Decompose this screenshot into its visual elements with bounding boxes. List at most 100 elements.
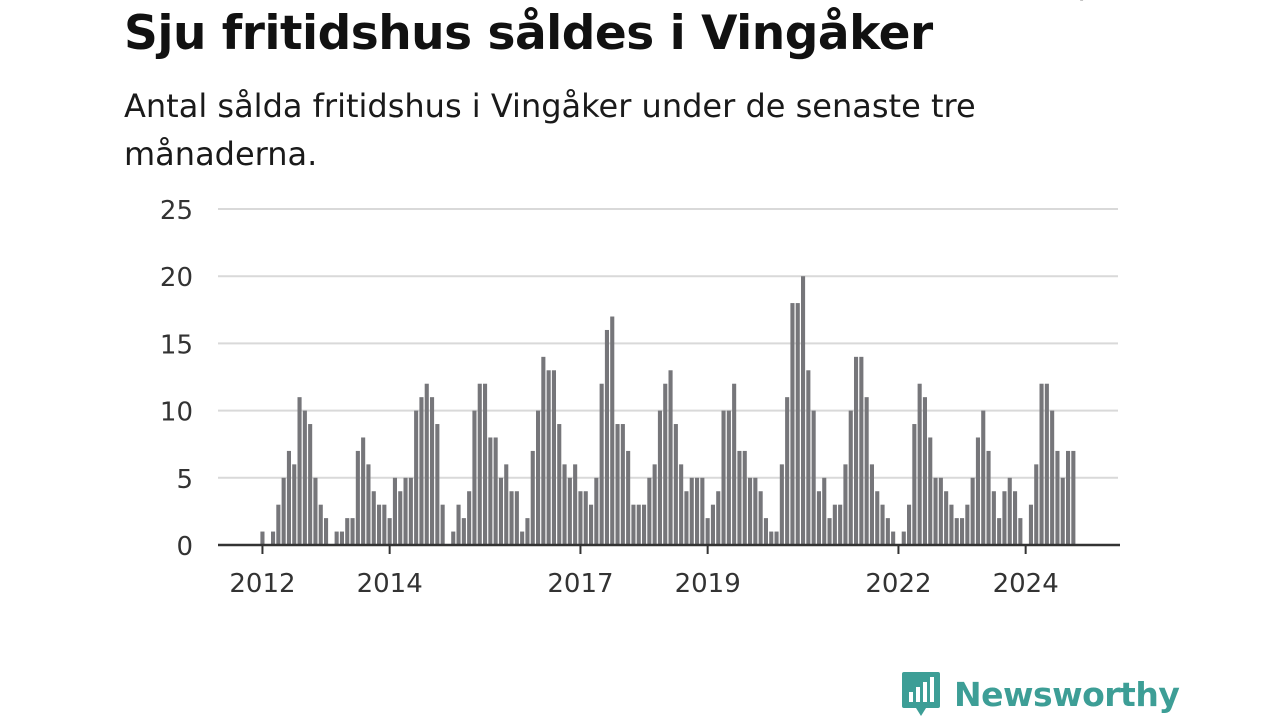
bar — [562, 464, 567, 545]
bar — [928, 437, 933, 545]
y-axis-ticks: 0 5 10 15 20 25 — [160, 196, 193, 562]
bar — [451, 531, 456, 545]
bar — [652, 464, 657, 545]
bar — [530, 450, 535, 545]
bar — [281, 477, 286, 545]
bar — [779, 464, 784, 545]
bar — [944, 491, 949, 545]
bar — [297, 397, 302, 545]
bar — [520, 531, 525, 545]
bar — [933, 477, 938, 545]
bar — [891, 531, 896, 545]
bar — [806, 370, 811, 545]
bar — [1044, 383, 1049, 545]
bar — [604, 329, 609, 545]
bar — [578, 491, 583, 545]
bar — [541, 356, 546, 545]
bar — [848, 410, 853, 545]
bar — [875, 491, 880, 545]
brand-name: Newsworthy — [954, 674, 1180, 714]
bar — [557, 424, 562, 545]
bar — [785, 397, 790, 545]
bar — [684, 491, 689, 545]
bar — [912, 424, 917, 545]
bar — [536, 410, 541, 545]
bar — [673, 424, 678, 545]
bar — [838, 504, 843, 545]
bar — [589, 504, 594, 545]
bar — [864, 397, 869, 545]
bar — [472, 410, 477, 545]
bar — [822, 477, 827, 545]
bar — [1050, 410, 1055, 545]
bar-series — [260, 276, 1076, 545]
y-tick-label: 25 — [160, 196, 193, 226]
bar — [636, 504, 641, 545]
newsworthy-logo-icon — [902, 672, 940, 716]
bar — [546, 370, 551, 545]
bar — [801, 276, 806, 545]
bar-chart: 0 5 10 15 20 25 2012 2014 2017 2019 2022 2024 7 — [160, 0, 1120, 599]
bar — [392, 477, 397, 545]
bar — [398, 491, 403, 545]
bar — [1007, 477, 1012, 545]
bar — [732, 383, 737, 545]
bar — [292, 464, 297, 545]
bar — [986, 450, 991, 545]
x-tick-label: 2017 — [547, 569, 613, 599]
x-tick-label: 2012 — [229, 569, 295, 599]
chart-title: Sju fritidshus såldes i Vingåker — [124, 6, 933, 61]
bar — [1039, 383, 1044, 545]
bar — [424, 383, 429, 545]
bar — [620, 424, 625, 545]
bar — [657, 410, 662, 545]
bar — [938, 477, 943, 545]
bar — [514, 491, 519, 545]
bar — [377, 504, 382, 545]
bar — [763, 518, 768, 545]
y-tick-label: 15 — [160, 330, 193, 360]
bar — [467, 491, 472, 545]
bar — [498, 477, 503, 545]
bar — [827, 518, 832, 545]
bar — [1013, 491, 1018, 545]
bar — [647, 477, 652, 545]
y-tick-label: 0 — [176, 532, 193, 562]
bar — [339, 531, 344, 545]
bar — [509, 491, 514, 545]
bar — [599, 383, 604, 545]
bar — [387, 518, 392, 545]
bar — [430, 397, 435, 545]
bar — [461, 518, 466, 545]
bar — [631, 504, 636, 545]
bar — [345, 518, 350, 545]
bar — [854, 356, 859, 545]
bar — [403, 477, 408, 545]
bar — [679, 464, 684, 545]
bar — [907, 504, 912, 545]
bar — [689, 477, 694, 545]
bar — [901, 531, 906, 545]
bar — [811, 410, 816, 545]
bar — [949, 504, 954, 545]
bar — [308, 424, 313, 545]
bar — [790, 303, 795, 545]
newsworthy-brand[interactable]: Newsworthy — [900, 670, 1180, 718]
bar — [758, 491, 763, 545]
bar — [816, 491, 821, 545]
bar — [1018, 518, 1023, 545]
bar — [774, 531, 779, 545]
bar — [642, 504, 647, 545]
bar — [435, 424, 440, 545]
bar — [663, 383, 668, 545]
bar — [488, 437, 493, 545]
bar — [843, 464, 848, 545]
bar — [483, 383, 488, 545]
bar — [769, 531, 774, 545]
bar — [1034, 464, 1039, 545]
chart-subtitle: Antal sålda fritidshus i Vingåker under … — [124, 87, 976, 173]
bar — [324, 518, 329, 545]
bar — [408, 477, 413, 545]
x-tick-label: 2019 — [675, 569, 741, 599]
bar — [869, 464, 874, 545]
